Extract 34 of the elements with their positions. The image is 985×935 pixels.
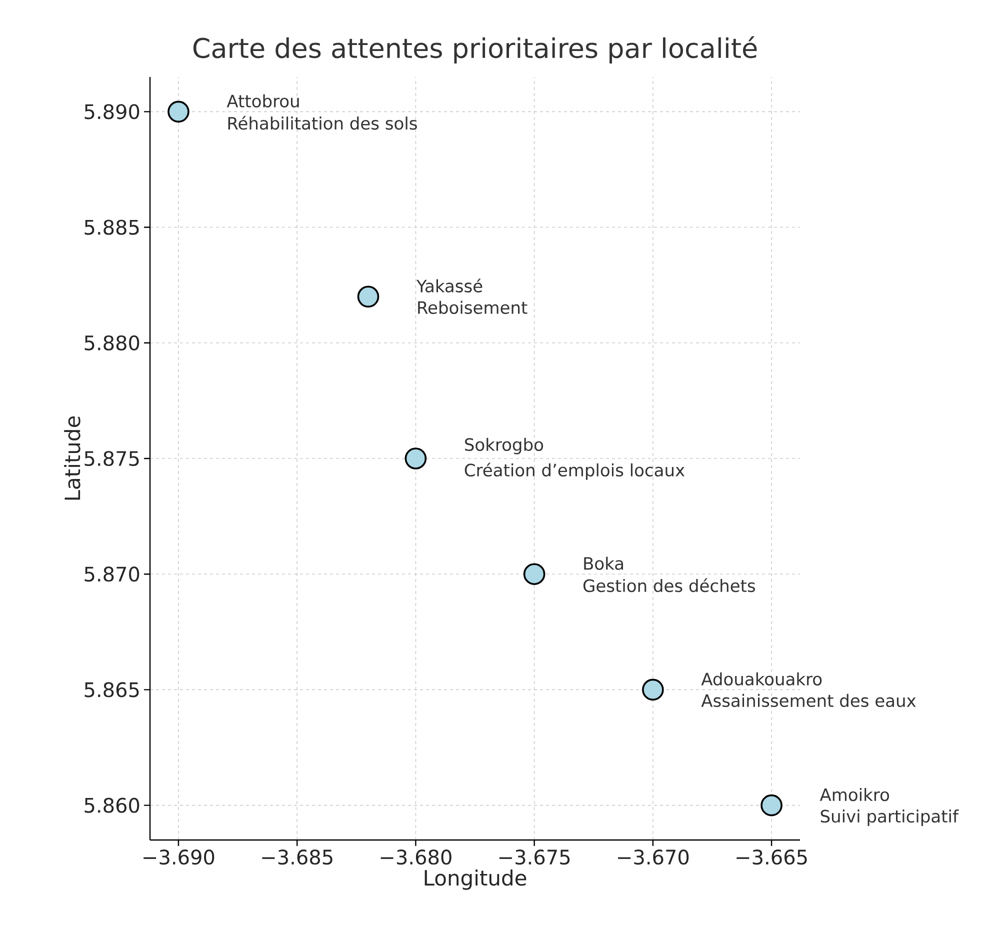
annotation: Assainissement des eaux bbox=[701, 694, 916, 708]
x-tick-label: −3.680 bbox=[380, 850, 452, 865]
point bbox=[404, 448, 427, 470]
y-tick-label: 5.885 bbox=[84, 220, 139, 235]
y-axis-title: Latitude bbox=[64, 416, 80, 500]
annotation: Attobrou bbox=[226, 94, 299, 108]
x-tick-label: −3.665 bbox=[736, 850, 807, 865]
annotation: Amoikro bbox=[820, 788, 889, 802]
chart-title: Carte des attentes prioritaires par localité bbox=[193, 36, 757, 64]
y-tick-label: 5.890 bbox=[84, 104, 140, 120]
y-tick-label: 5.865 bbox=[84, 682, 139, 698]
point bbox=[642, 678, 664, 701]
annotation: Yakassé bbox=[416, 278, 482, 292]
y-tick-label: 5.870 bbox=[84, 566, 140, 582]
x-axis-title: Longitude bbox=[424, 870, 526, 890]
point bbox=[168, 100, 190, 123]
annotation: Suivi participatif bbox=[820, 810, 959, 826]
point bbox=[357, 286, 380, 308]
x-tick-label: −3.685 bbox=[262, 850, 332, 865]
annotation: Sokrogbo bbox=[465, 438, 544, 454]
y-tick-label: 5.880 bbox=[84, 335, 140, 350]
point bbox=[760, 794, 782, 816]
annotation: Reboisement bbox=[418, 300, 528, 314]
annotation: Réhabilitation des sols bbox=[228, 116, 417, 130]
annotation: Gestion des déchets bbox=[583, 578, 755, 592]
x-tick-label: −3.670 bbox=[618, 850, 689, 865]
y-tick-label: 5.875 bbox=[84, 450, 139, 466]
point bbox=[523, 563, 546, 585]
annotation: Boka bbox=[584, 556, 624, 570]
annotation: Création d’emplois locaux bbox=[464, 462, 685, 480]
x-tick-label: −3.690 bbox=[144, 850, 214, 865]
annotation: Adouakouakro bbox=[701, 672, 822, 686]
y-tick-label: 5.860 bbox=[84, 798, 140, 813]
x-tick-label: −3.675 bbox=[499, 850, 570, 865]
